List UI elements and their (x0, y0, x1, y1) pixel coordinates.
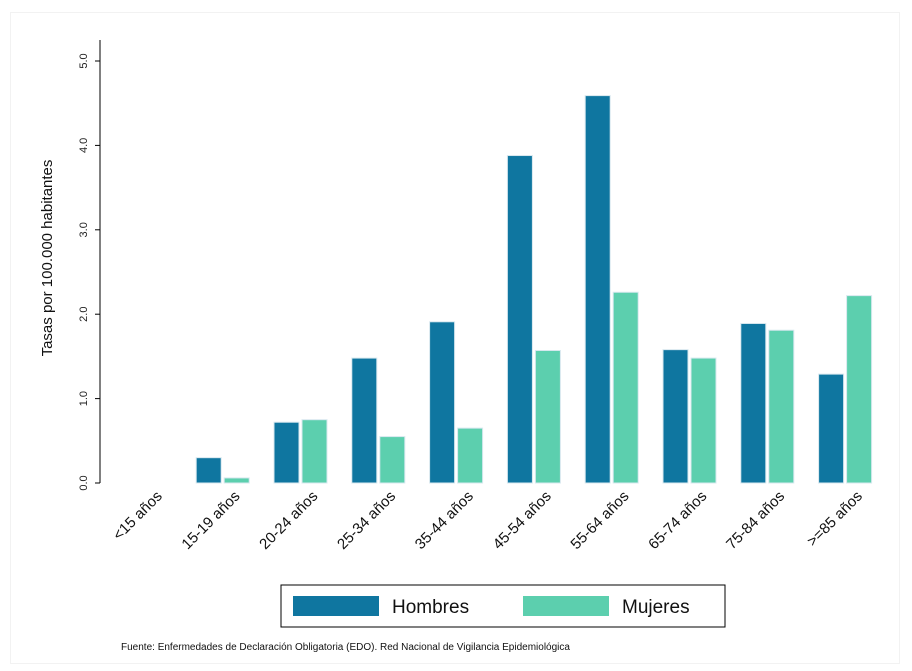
y-tick-label: 1.0 (78, 391, 90, 406)
chart-frame (10, 12, 900, 664)
bar-hombres (195, 457, 222, 484)
x-tick-label: >=85 años (804, 488, 866, 550)
x-tick-label: <15 años (110, 488, 166, 544)
y-tick-label: 3.0 (78, 222, 90, 237)
bar-hombres (429, 321, 456, 484)
bar-mujeres (223, 477, 250, 484)
bar-mujeres (534, 349, 561, 484)
x-tick-label: 25-34 años (334, 488, 399, 553)
bar-mujeres (690, 357, 717, 484)
bar-hombres (351, 357, 378, 484)
bar-hombres (273, 421, 300, 484)
bar-hombres (662, 349, 689, 484)
y-tick-labels: 0.0 1.0 2.0 3.0 4.0 5.0 (78, 53, 100, 491)
bar-mujeres (768, 329, 795, 484)
bar-mujeres (301, 419, 328, 484)
bar-hombres (740, 322, 767, 484)
bars-group (195, 95, 873, 484)
legend-swatch-hombres (293, 596, 379, 616)
source-note: Fuente: Enfermedades de Declaración Obli… (121, 642, 570, 653)
legend: Hombres Mujeres (280, 584, 726, 628)
x-tick-label: 75-84 años (723, 488, 788, 553)
bar-mujeres (612, 291, 639, 484)
bar-hombres (818, 373, 845, 484)
x-tick-label: 35-44 años (412, 488, 477, 553)
bar-mujeres (457, 427, 484, 484)
y-tick-label: 5.0 (78, 53, 90, 68)
bar-hombres (506, 155, 533, 484)
bar-mujeres (379, 436, 406, 484)
y-tick-label: 0.0 (78, 475, 90, 490)
x-tick-label: 20-24 años (256, 488, 321, 553)
x-tick-label: 45-54 años (490, 488, 555, 553)
bar-hombres (584, 95, 611, 484)
legend-swatch-mujeres (523, 596, 609, 616)
x-tick-label: 65-74 años (645, 488, 710, 553)
x-tick-labels: <15 años 15-19 años 20-24 años 25-34 años 35… (110, 488, 866, 553)
y-axis-title: Tasas por 100.000 habitantes (39, 160, 56, 357)
legend-label-hombres: Hombres (392, 597, 469, 618)
y-tick-label: 2.0 (78, 307, 90, 322)
x-tick-label: 15-19 años (178, 488, 243, 553)
legend-label-mujeres: Mujeres (622, 597, 690, 618)
y-tick-label: 4.0 (78, 138, 90, 153)
bar-mujeres (846, 295, 873, 484)
x-tick-label: 55-64 años (567, 488, 632, 553)
